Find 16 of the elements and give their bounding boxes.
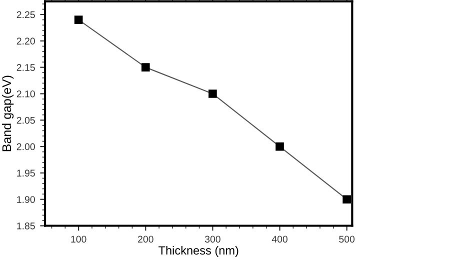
x-axis-title: Thickness (nm): [158, 246, 238, 257]
x-tick-label: 500: [339, 236, 355, 243]
y-tick-label: 2.20: [16, 38, 35, 45]
y-tick-label: 1.95: [17, 170, 35, 177]
y-axis-title: Band gap(eV): [2, 76, 14, 152]
x-tick-label: 300: [204, 236, 220, 243]
y-tick-label: 2.25: [16, 11, 35, 18]
y-tick-label: 1.90: [17, 196, 35, 203]
y-tick-label: 2.10: [16, 90, 35, 98]
x-tick-label: 200: [138, 236, 154, 243]
y-tick-label: 2.05: [16, 116, 35, 124]
x-tick-label: 100: [71, 236, 86, 243]
y-tick-label: 2.15: [16, 64, 35, 71]
y-tick-label: 1.85: [17, 222, 35, 230]
y-tick-label: 2.00: [16, 143, 35, 150]
x-tick-label: 400: [272, 236, 288, 243]
